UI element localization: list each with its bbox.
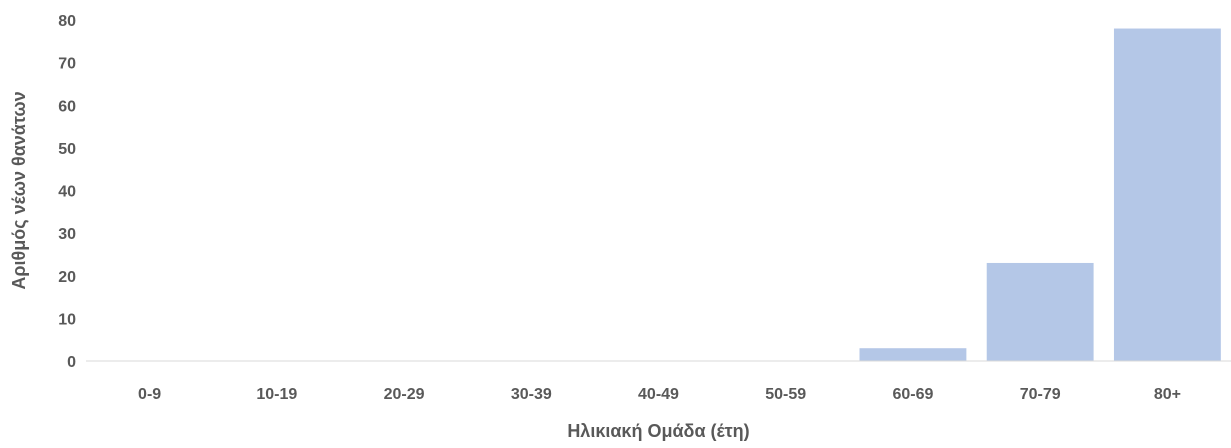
x-tick-label: 70-79 — [1020, 386, 1061, 403]
x-tick-label: 30-39 — [511, 386, 552, 403]
x-axis-ticks: 0-9 10-19 20-29 30-39 40-49 50-59 60-69 70-79 80… — [138, 386, 1181, 403]
y-tick-label: 60 — [58, 98, 76, 115]
y-tick-label: 70 — [58, 56, 76, 73]
y-tick-label: 20 — [58, 269, 76, 286]
x-tick-label: 20-29 — [384, 386, 425, 403]
bars-group — [859, 28, 1221, 362]
x-tick-label: 60-69 — [892, 386, 933, 403]
x-tick-label: 50-59 — [765, 386, 806, 403]
x-tick-label: 0-9 — [138, 386, 161, 403]
bar-80+ — [1113, 28, 1221, 362]
bar-70-79 — [986, 262, 1094, 361]
y-tick-label: 80 — [58, 13, 76, 30]
y-tick-label: 0 — [67, 354, 76, 371]
y-tick-label: 50 — [58, 141, 76, 158]
x-tick-label: 10-19 — [256, 386, 297, 403]
y-axis-ticks: 0 10 20 30 40 50 60 70 80 — [58, 13, 76, 371]
y-tick-label: 30 — [58, 226, 76, 243]
x-tick-label: 80+ — [1154, 386, 1181, 403]
y-tick-label: 10 — [58, 311, 76, 328]
y-axis-title: Αριθμός νέων θανάτων — [9, 91, 29, 289]
bar-60-69 — [859, 348, 967, 361]
y-tick-label: 40 — [58, 184, 76, 201]
x-axis-title: Ηλικιακή Ομάδα (έτη) — [567, 421, 749, 441]
x-tick-label: 40-49 — [638, 386, 679, 403]
